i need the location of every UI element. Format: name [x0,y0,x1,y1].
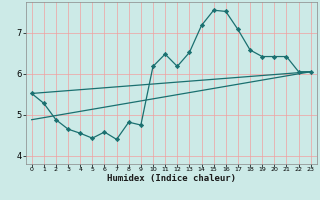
X-axis label: Humidex (Indice chaleur): Humidex (Indice chaleur) [107,174,236,183]
